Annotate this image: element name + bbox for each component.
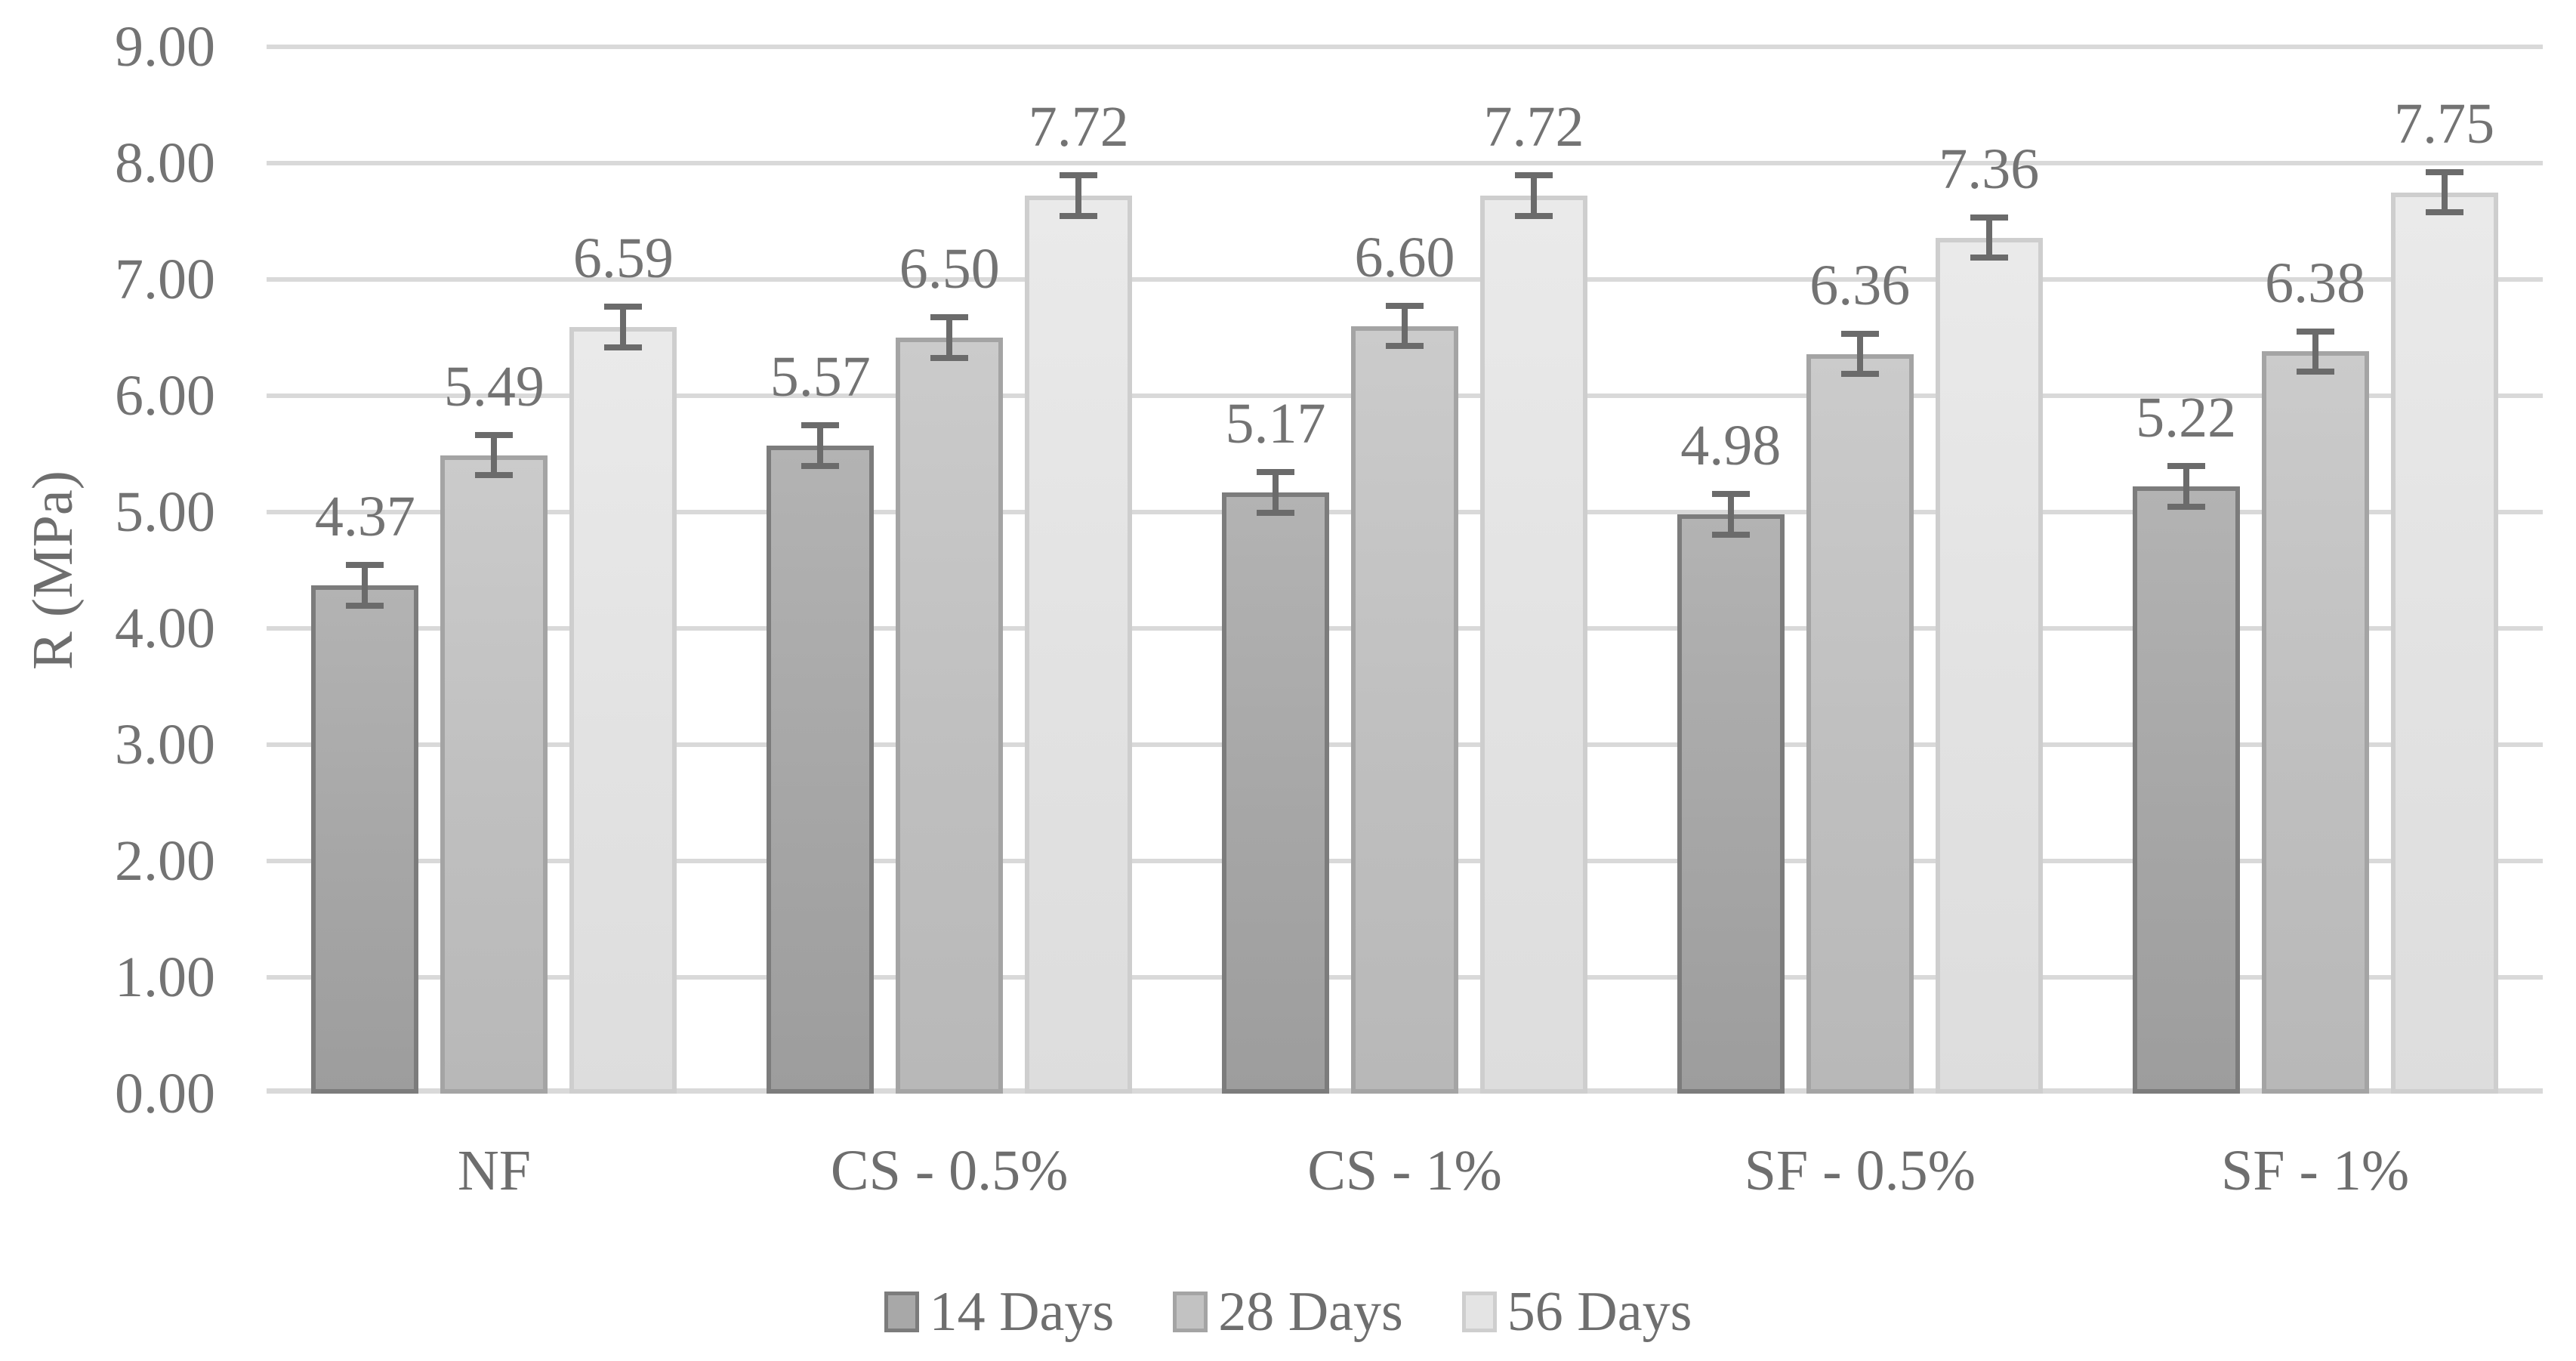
y-tick-label-0: 0.00 — [115, 1062, 215, 1125]
error-bar-14-days-cs-1 — [1257, 469, 1294, 516]
data-label-56-days-sf-1: 7.75 — [2394, 91, 2495, 156]
legend-item-14-days: 14 Days — [884, 1281, 1115, 1343]
category-label-nf: NF — [457, 1139, 531, 1202]
error-bar-56-days-cs-1 — [1515, 172, 1553, 219]
data-label-56-days-sf-0-5: 7.36 — [1939, 137, 2040, 201]
legend-swatch-28-days — [1173, 1292, 1208, 1332]
error-bar-14-days-cs-0-5 — [801, 422, 840, 470]
category-label-sf-0-5: SF - 0.5% — [1744, 1139, 1976, 1202]
y-tick-label-8: 8.00 — [115, 131, 215, 195]
error-bar-28-days-sf-0-5 — [1840, 330, 1879, 378]
bar-56-days-sf-1 — [2390, 192, 2498, 1094]
legend-label-14-days: 14 Days — [929, 1281, 1115, 1343]
error-bar-14-days-nf — [346, 562, 384, 609]
y-tick-label-7: 7.00 — [115, 248, 215, 311]
data-label-14-days-sf-0-5: 4.98 — [1680, 414, 1782, 478]
bar-28-days-sf-0-5 — [1806, 353, 1914, 1094]
category-label-cs-1: CS - 1% — [1307, 1139, 1502, 1202]
bar-56-days-cs-0-5 — [1025, 196, 1133, 1094]
bar-28-days-cs-0-5 — [896, 338, 1004, 1094]
data-label-28-days-sf-0-5: 6.36 — [1809, 253, 1911, 317]
legend-label-28-days: 28 Days — [1218, 1281, 1403, 1343]
error-bar-56-days-sf-0-5 — [1970, 214, 2008, 261]
y-tick-label-1: 1.00 — [115, 946, 215, 1009]
category-label-cs-0-5: CS - 0.5% — [830, 1139, 1069, 1202]
error-bar-28-days-cs-1 — [1386, 302, 1424, 350]
bar-28-days-sf-1 — [2261, 351, 2369, 1094]
bar-14-days-nf — [311, 585, 419, 1094]
bar-14-days-cs-0-5 — [767, 446, 875, 1094]
gridline-8 — [267, 161, 2543, 165]
error-bar-56-days-cs-0-5 — [1060, 172, 1098, 219]
legend-item-56-days: 56 Days — [1461, 1281, 1692, 1343]
bar-56-days-nf — [569, 327, 677, 1094]
data-label-56-days-cs-0-5: 7.72 — [1028, 95, 1129, 159]
bar-56-days-sf-0-5 — [1935, 237, 2043, 1094]
data-label-56-days-nf: 6.59 — [572, 227, 674, 291]
data-label-28-days-sf-1: 6.38 — [2265, 251, 2366, 315]
legend-swatch-14-days — [884, 1292, 919, 1332]
y-tick-label-9: 9.00 — [115, 15, 215, 79]
data-label-56-days-cs-1: 7.72 — [1483, 95, 1584, 159]
bar-28-days-nf — [440, 455, 548, 1094]
error-bar-28-days-sf-1 — [2296, 328, 2334, 375]
gridline-7 — [267, 277, 2543, 282]
error-bar-14-days-sf-0-5 — [1711, 491, 1750, 538]
legend: 14 Days 28 Days 56 Days — [0, 1284, 2576, 1340]
error-bar-28-days-cs-0-5 — [930, 314, 969, 361]
bar-14-days-sf-1 — [2132, 486, 2240, 1094]
gridline-9 — [267, 45, 2543, 49]
data-label-14-days-nf: 4.37 — [314, 485, 415, 549]
bar-56-days-cs-1 — [1480, 196, 1587, 1094]
error-bar-28-days-nf — [475, 431, 514, 479]
bar-14-days-cs-1 — [1222, 492, 1329, 1094]
y-tick-label-3: 3.00 — [115, 713, 215, 776]
y-tick-label-4: 4.00 — [115, 597, 215, 660]
data-label-28-days-cs-0-5: 6.50 — [899, 237, 1000, 301]
y-tick-label-2: 2.00 — [115, 829, 215, 893]
y-tick-label-5: 5.00 — [115, 480, 215, 544]
data-label-28-days-nf: 5.49 — [443, 354, 545, 418]
legend-item-28-days: 28 Days — [1173, 1284, 1403, 1340]
bar-28-days-cs-1 — [1351, 326, 1458, 1094]
bar-14-days-sf-0-5 — [1677, 514, 1785, 1094]
data-label-14-days-cs-1: 5.17 — [1225, 392, 1326, 456]
plot-area: 0.00 1.00 2.00 3.00 4.00 5.00 6.00 7.00 8.00 9.00… — [115, 18, 2543, 1122]
legend-label-56-days: 56 Days — [1507, 1281, 1692, 1343]
data-label-14-days-cs-0-5: 5.57 — [770, 345, 871, 409]
legend-swatch-56-days — [1461, 1292, 1497, 1332]
data-label-14-days-sf-1: 5.22 — [2136, 386, 2237, 450]
category-label-sf-1: SF - 1% — [2221, 1139, 2410, 1202]
y-tick-label-6: 6.00 — [115, 364, 215, 427]
error-bar-14-days-sf-1 — [2167, 463, 2205, 510]
data-label-28-days-cs-1: 6.60 — [1354, 225, 1455, 289]
error-bar-56-days-sf-1 — [2425, 168, 2463, 216]
error-bar-56-days-nf — [604, 304, 643, 350]
